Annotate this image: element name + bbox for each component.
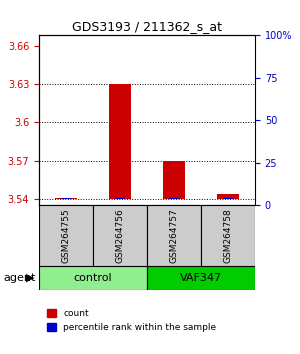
Text: GSM264755: GSM264755	[61, 208, 70, 263]
Text: ▶: ▶	[26, 273, 34, 283]
FancyBboxPatch shape	[39, 266, 147, 290]
Text: agent: agent	[3, 273, 35, 283]
FancyBboxPatch shape	[93, 205, 147, 266]
Text: VAF347: VAF347	[180, 273, 222, 283]
Bar	[163, 161, 185, 199]
FancyBboxPatch shape	[147, 205, 201, 266]
Bar	[55, 198, 77, 199]
Title: GDS3193 / 211362_s_at: GDS3193 / 211362_s_at	[72, 20, 222, 33]
Bar	[109, 84, 131, 199]
Text: GSM264756: GSM264756	[116, 208, 124, 263]
Text: GSM264758: GSM264758	[224, 208, 232, 263]
Bar	[217, 194, 239, 199]
Text: GSM264757: GSM264757	[169, 208, 178, 263]
FancyBboxPatch shape	[39, 205, 93, 266]
FancyBboxPatch shape	[147, 266, 255, 290]
FancyBboxPatch shape	[201, 205, 255, 266]
Legend: count, percentile rank within the sample: count, percentile rank within the sample	[44, 306, 220, 335]
Text: control: control	[74, 273, 112, 283]
